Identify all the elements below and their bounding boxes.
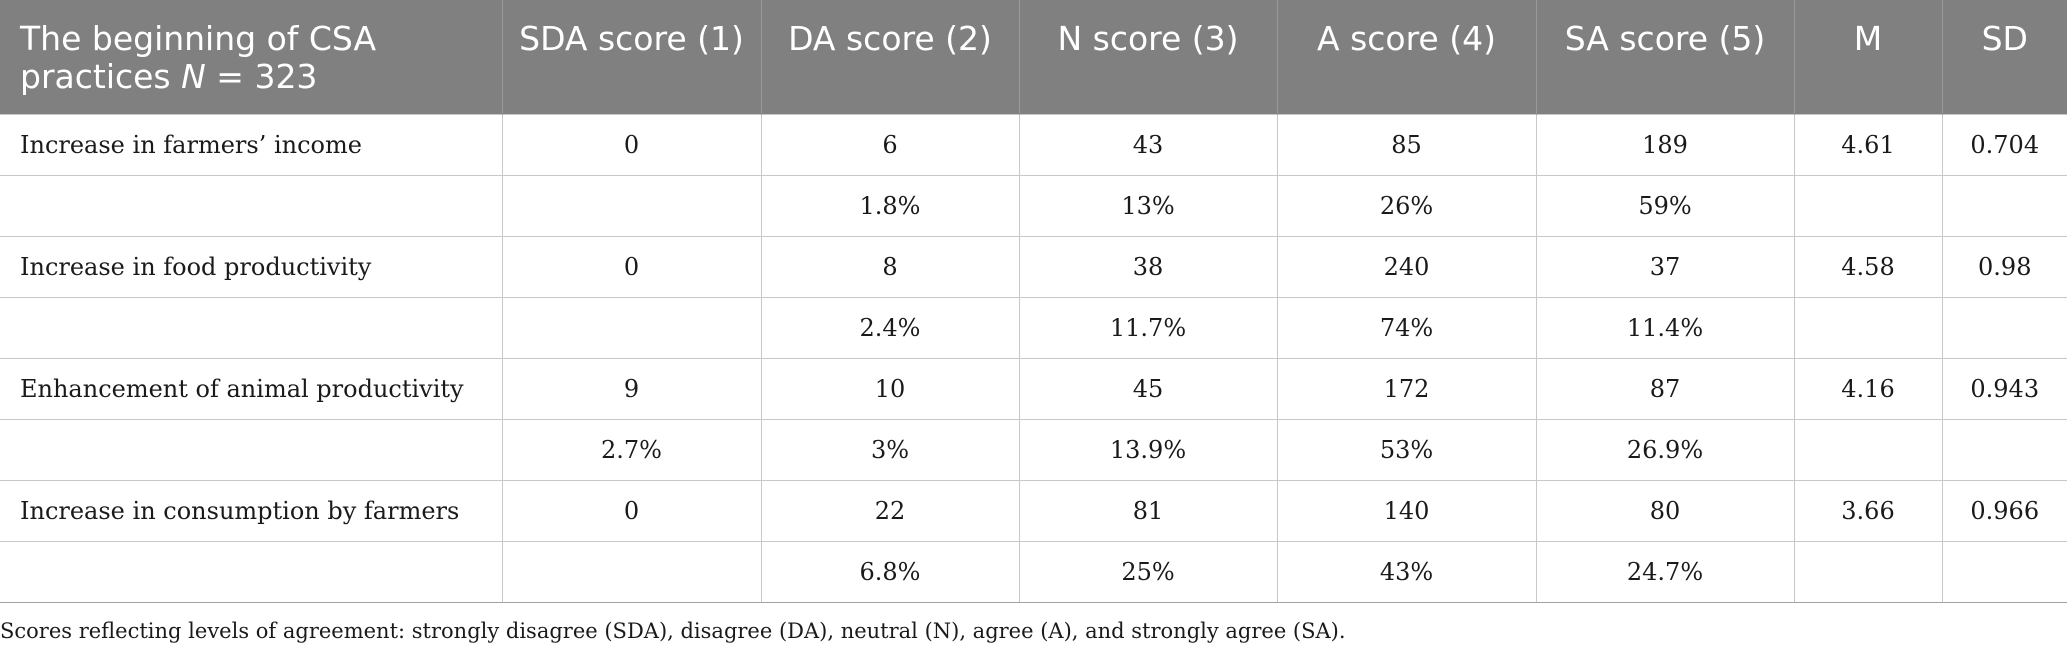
cell-sda: 0: [501, 235, 762, 298]
cell-mean: 4.61: [1793, 113, 1943, 176]
cell-a: 240: [1276, 235, 1537, 298]
table-row: Increase in food productivity 0 8 38 240…: [0, 235, 2067, 298]
header-mean: M: [1793, 0, 1942, 114]
cell-sa: 37: [1535, 235, 1795, 298]
cell-sd: [1941, 296, 2067, 359]
cell-mean: 3.66: [1793, 479, 1943, 542]
row-label: Increase in consumption by farmers: [0, 479, 503, 542]
header-sd: SD: [1941, 0, 2067, 114]
header-n-symbol: N: [181, 57, 206, 96]
cell-sda: 0: [501, 113, 762, 176]
header-a-score: A score (4): [1276, 0, 1536, 114]
cell-da: 22: [760, 479, 1020, 542]
cell-a: 26%: [1276, 174, 1537, 237]
cell-sd: [1941, 540, 2067, 603]
row-label: Enhancement of animal productivity: [0, 357, 503, 420]
cell-a: 140: [1276, 479, 1537, 542]
cell-n: 45: [1018, 357, 1278, 420]
cell-n: 81: [1018, 479, 1278, 542]
cell-sda: [501, 174, 762, 237]
cell-da: 6.8%: [760, 540, 1020, 603]
table-row-percent: 6.8% 25% 43% 24.7%: [0, 540, 2067, 603]
cell-sa: 11.4%: [1535, 296, 1795, 359]
cell-da: 6: [760, 113, 1020, 176]
table-row-percent: 2.7% 3% 13.9% 53% 26.9%: [0, 418, 2067, 481]
cell-sd: 0.98: [1941, 235, 2067, 298]
cell-da: 2.4%: [760, 296, 1020, 359]
csa-practices-table: The beginning of CSA practices N = 323 S…: [0, 0, 2067, 603]
header-sa-score: SA score (5): [1535, 0, 1794, 114]
cell-mean: [1793, 418, 1943, 481]
header-row: The beginning of CSA practices N = 323 S…: [0, 0, 2067, 114]
table-row-percent: 1.8% 13% 26% 59%: [0, 174, 2067, 237]
cell-n: 11.7%: [1018, 296, 1278, 359]
cell-sda: [501, 296, 762, 359]
cell-da: 10: [760, 357, 1020, 420]
header-practice: The beginning of CSA practices N = 323: [0, 0, 502, 114]
cell-sda: 2.7%: [501, 418, 762, 481]
row-label: [0, 418, 503, 481]
cell-mean: 4.16: [1793, 357, 1943, 420]
cell-sd: 0.943: [1941, 357, 2067, 420]
header-sda-score: SDA score (1): [501, 0, 761, 114]
cell-a: 53%: [1276, 418, 1537, 481]
table-row: Enhancement of animal productivity 9 10 …: [0, 357, 2067, 420]
cell-n: 38: [1018, 235, 1278, 298]
cell-da: 8: [760, 235, 1020, 298]
row-label: Increase in farmers’ income: [0, 113, 503, 176]
row-label: [0, 540, 503, 603]
row-label: [0, 296, 503, 359]
cell-n: 13%: [1018, 174, 1278, 237]
table-row: Increase in consumption by farmers 0 22 …: [0, 479, 2067, 542]
cell-sa: 87: [1535, 357, 1795, 420]
cell-da: 1.8%: [760, 174, 1020, 237]
cell-sd: [1941, 174, 2067, 237]
cell-sd: [1941, 418, 2067, 481]
cell-n: 13.9%: [1018, 418, 1278, 481]
cell-sd: 0.704: [1941, 113, 2067, 176]
cell-n: 43: [1018, 113, 1278, 176]
cell-sd: 0.966: [1941, 479, 2067, 542]
cell-sa: 24.7%: [1535, 540, 1795, 603]
cell-sda: 0: [501, 479, 762, 542]
cell-mean: 4.58: [1793, 235, 1943, 298]
cell-sda: [501, 540, 762, 603]
cell-a: 43%: [1276, 540, 1537, 603]
table-header: The beginning of CSA practices N = 323 S…: [0, 0, 2067, 114]
table-footnote: Scores reflecting levels of agreement: s…: [0, 619, 1346, 643]
cell-da: 3%: [760, 418, 1020, 481]
cell-a: 85: [1276, 113, 1537, 176]
cell-sa: 26.9%: [1535, 418, 1795, 481]
cell-mean: [1793, 174, 1943, 237]
table-row: Increase in farmers’ income 0 6 43 85 18…: [0, 113, 2067, 176]
cell-sa: 189: [1535, 113, 1795, 176]
cell-sa: 59%: [1535, 174, 1795, 237]
cell-mean: [1793, 296, 1943, 359]
table-row-percent: 2.4% 11.7% 74% 11.4%: [0, 296, 2067, 359]
cell-sa: 80: [1535, 479, 1795, 542]
cell-n: 25%: [1018, 540, 1278, 603]
row-label: Increase in food productivity: [0, 235, 503, 298]
cell-mean: [1793, 540, 1943, 603]
row-label: [0, 174, 503, 237]
cell-sda: 9: [501, 357, 762, 420]
table-body: Increase in farmers’ income 0 6 43 85 18…: [0, 113, 2067, 603]
header-da-score: DA score (2): [760, 0, 1019, 114]
cell-a: 172: [1276, 357, 1537, 420]
header-n-score: N score (3): [1018, 0, 1277, 114]
cell-a: 74%: [1276, 296, 1537, 359]
